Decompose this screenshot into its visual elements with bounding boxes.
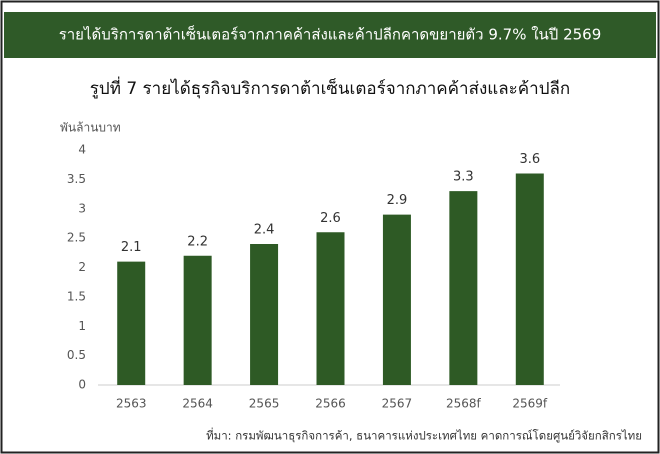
x-tick-label: 2567	[382, 397, 413, 411]
y-tick-label: 2	[78, 260, 86, 274]
y-tick-label: 1	[78, 319, 86, 333]
source-note: ที่มา: กรมพัฒนาธุรกิจการค้า, ธนาคารแห่งป…	[206, 428, 642, 443]
bar	[515, 173, 544, 385]
bar	[316, 232, 345, 385]
y-tick-label: 2.5	[67, 231, 86, 245]
value-label: 2.9	[387, 193, 408, 208]
value-label: 2.4	[254, 223, 275, 238]
bar	[250, 244, 279, 385]
y-tick-label: 3.5	[67, 172, 86, 186]
value-label: 3.6	[519, 152, 540, 167]
value-label: 2.1	[121, 240, 142, 255]
bar	[117, 261, 146, 385]
x-tick-label: 2563	[116, 397, 147, 411]
y-tick-label: 0.5	[67, 348, 86, 362]
bar	[449, 191, 478, 385]
header-band	[4, 12, 656, 58]
y-tick-label: 3	[78, 201, 86, 215]
header-title: รายได้บริการดาต้าเซ็นเตอร์จากภาคค้าส่งแล…	[59, 25, 602, 44]
x-tick-label: 2566	[315, 397, 346, 411]
x-tick-label: 2565	[249, 397, 280, 411]
bar	[183, 255, 212, 385]
x-tick-label: 2568f	[446, 397, 482, 411]
x-tick-label: 2564	[182, 397, 213, 411]
value-label: 3.3	[453, 170, 474, 185]
x-tick-label: 2569f	[512, 397, 548, 411]
chart-title: รูปที่ 7 รายได้ธุรกิจบริการดาต้าเซ็นเตอร…	[90, 76, 570, 99]
value-label: 2.6	[320, 211, 341, 226]
y-axis-label: พันล้านบาท	[60, 121, 121, 135]
y-tick-label: 1.5	[67, 289, 86, 303]
value-label: 2.2	[187, 234, 208, 249]
bar	[382, 214, 411, 385]
y-tick-label: 0	[78, 378, 86, 392]
y-tick-label: 4	[78, 143, 86, 157]
